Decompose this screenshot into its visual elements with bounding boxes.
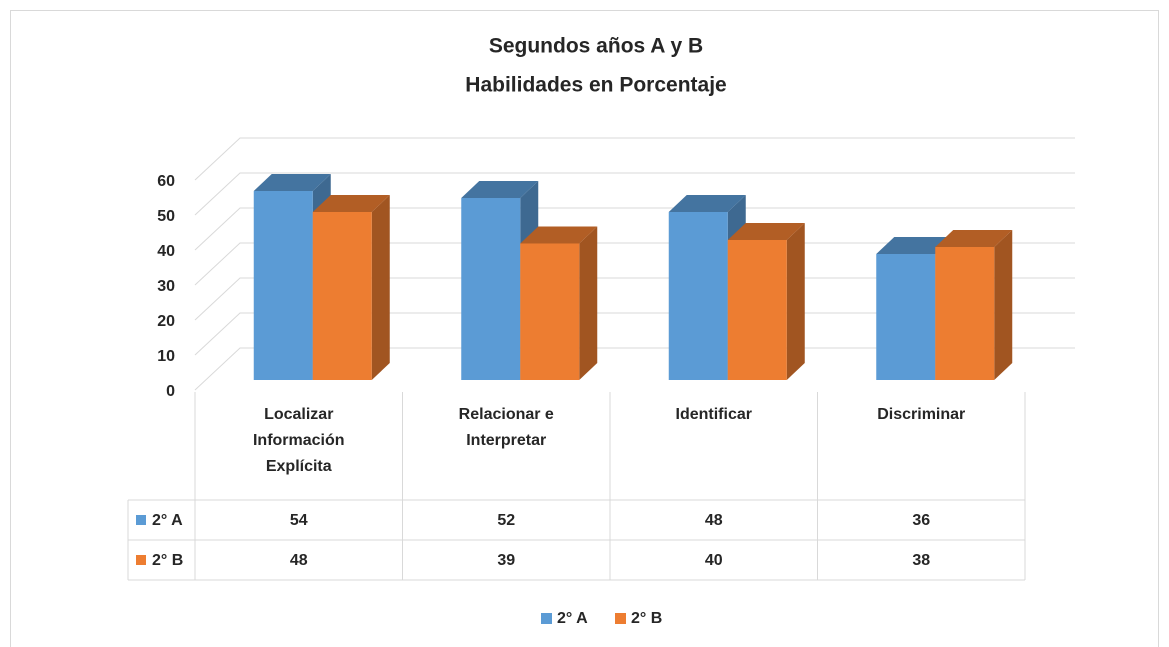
category-label-box: Localizar Información Explícita	[252, 406, 345, 475]
bar-top	[876, 237, 954, 254]
bar-side	[579, 226, 598, 380]
bar-top	[668, 195, 746, 212]
table-value: 48	[290, 552, 308, 569]
y-tick-label: 50	[157, 208, 175, 225]
table-row-label: 2° B	[152, 552, 183, 569]
bar-front	[461, 198, 521, 380]
table-legend-key	[136, 515, 146, 525]
legend-key	[541, 613, 552, 624]
table-row-label: 2° A	[152, 512, 183, 529]
bar-top	[520, 226, 598, 244]
chart-title: Segundos años A y B	[489, 35, 703, 58]
grid-line	[194, 207, 1075, 251]
y-tick-label: 0	[166, 383, 175, 400]
bar-top	[461, 181, 539, 198]
category-label-box: Identificar	[675, 406, 752, 423]
legend-label: 2° A	[557, 610, 588, 627]
x-tick-label: Discriminar	[877, 406, 966, 423]
chart-frame	[10, 10, 1159, 647]
bar-front	[253, 191, 313, 380]
bar-front	[668, 212, 728, 380]
table-value: 39	[497, 552, 515, 569]
x-tick-label: Relacionar e Interpretar	[458, 406, 554, 449]
bar-front	[935, 247, 995, 380]
bar	[312, 195, 390, 380]
x-tick-label: Identificar	[675, 406, 752, 423]
bar-top	[312, 195, 390, 212]
bar-side	[786, 223, 805, 380]
y-tick-label: 10	[157, 348, 175, 365]
bar-top	[935, 230, 1013, 247]
chart-subtitle: Habilidades en Porcentaje	[465, 74, 726, 97]
y-tick-label: 40	[157, 243, 175, 260]
bar	[727, 223, 805, 380]
bar-top	[727, 223, 805, 240]
table-value: 54	[290, 512, 308, 529]
bar-front	[312, 212, 372, 380]
legend-label: 2° B	[631, 610, 662, 627]
bar	[520, 226, 598, 380]
y-tick-label: 20	[157, 313, 175, 330]
category-label-box: Discriminar	[877, 406, 966, 423]
table-value: 48	[705, 512, 723, 529]
grid-line	[194, 137, 1075, 181]
table-value: 52	[497, 512, 515, 529]
bar-side	[371, 195, 390, 380]
bar-top	[253, 174, 331, 191]
bar-front	[727, 240, 787, 380]
category-label-box: Relacionar e Interpretar	[458, 406, 554, 449]
y-tick-label: 60	[157, 173, 175, 190]
bar-side	[994, 230, 1013, 380]
bar-front	[520, 243, 580, 380]
y-tick-label: 30	[157, 278, 175, 295]
table-value: 36	[912, 512, 930, 529]
table-value: 38	[912, 552, 930, 569]
grid-line	[194, 172, 1075, 216]
bar	[935, 230, 1013, 380]
table-legend-key	[136, 555, 146, 565]
table-value: 40	[705, 552, 723, 569]
bar-front	[876, 254, 936, 380]
legend-key	[615, 613, 626, 624]
x-tick-label: Localizar Información Explícita	[252, 406, 345, 475]
